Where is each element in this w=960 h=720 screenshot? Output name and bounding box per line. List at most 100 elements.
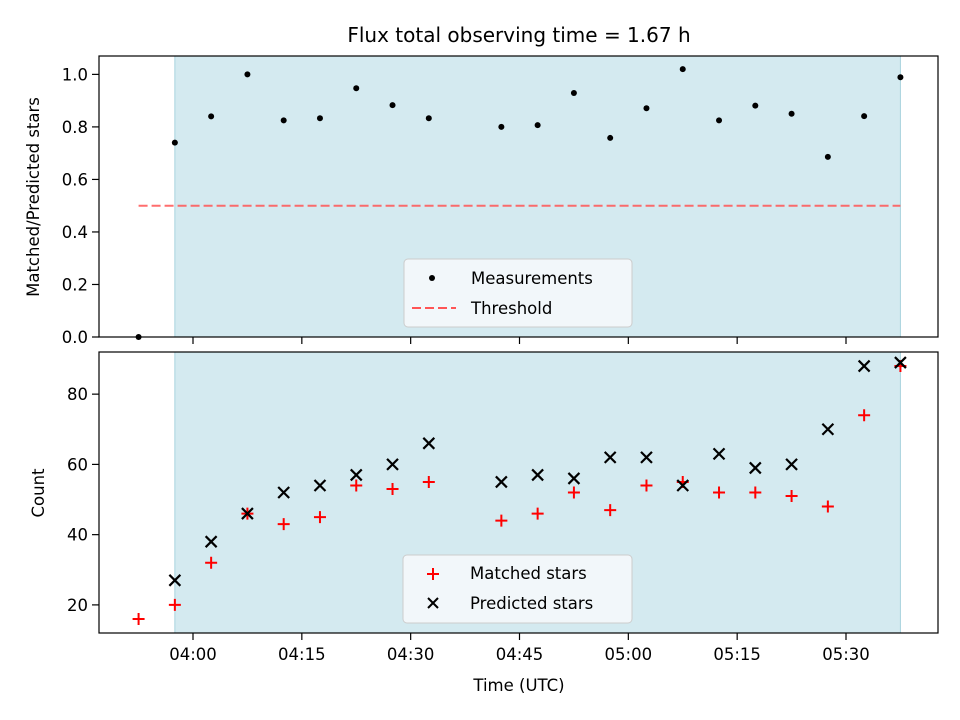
measurement-point — [752, 102, 759, 109]
matched-stars-point — [422, 475, 435, 488]
chart-title: Flux total observing time = 1.67 h — [347, 23, 690, 47]
legend-matched-marker — [427, 568, 439, 580]
predicted-stars-point — [567, 472, 581, 485]
top-y-tick-label: 0.4 — [62, 223, 88, 242]
x-tick-label: 05:30 — [822, 645, 870, 664]
predicted-stars-point — [386, 458, 399, 471]
matched-stars-point — [277, 518, 290, 531]
matched-stars-point — [749, 486, 762, 499]
predicted-stars-point — [785, 458, 798, 471]
matched-stars-point — [858, 409, 871, 422]
predicted-stars-point — [821, 422, 835, 436]
top-y-tick-label: 0.8 — [62, 118, 88, 137]
measurement-point — [171, 139, 178, 146]
predicted-stars-point — [495, 475, 508, 489]
measurement-point — [389, 102, 396, 109]
top-y-ticks: 0.0 0.2 0.4 0.6 0.8 1.0 — [62, 65, 99, 347]
top-y-tick-label: 0.2 — [62, 275, 88, 294]
top-panel: 0.0 0.2 0.4 0.6 0.8 1.0 Matched/Predicted sta… — [24, 55, 939, 347]
legend-threshold-label: Threshold — [470, 299, 552, 318]
measurement-point — [716, 117, 723, 124]
measurement-point — [861, 113, 868, 120]
bottom-y-tick-label: 80 — [67, 385, 88, 404]
x-axis-title: Time (UTC) — [472, 676, 564, 695]
x-tick-label: 04:00 — [169, 645, 217, 664]
matched-stars-point — [313, 511, 326, 524]
top-legend: Measurements Threshold — [403, 258, 633, 328]
measurement-point — [244, 71, 251, 78]
predicted-stars-point — [857, 359, 871, 373]
bottom-y-ticks: 20 40 60 80 — [67, 385, 99, 615]
predicted-stars-point — [640, 451, 653, 464]
top-y-tick-label: 0.0 — [62, 328, 88, 347]
predicted-stars-point — [241, 507, 254, 520]
measurement-point — [824, 153, 831, 160]
measurement-point — [570, 90, 577, 97]
matched-stars-point — [350, 479, 363, 492]
predicted-stars-point — [712, 447, 726, 461]
bottom-legend: Matched stars Predicted stars — [402, 554, 633, 624]
matched-stars-point — [604, 504, 617, 517]
legend-matched-label: Matched stars — [470, 564, 587, 583]
measurement-point — [425, 115, 432, 122]
measurement-point — [208, 113, 215, 120]
x-tick-label: 04:45 — [496, 645, 544, 664]
predicted-stars-point — [422, 437, 436, 450]
x-tick-label: 04:30 — [387, 645, 435, 664]
measurement-point — [498, 123, 505, 130]
measurement-point — [897, 74, 904, 81]
bottom-x-ticks: 04:00 04:15 04:30 04:45 05:00 05:15 05:30 — [169, 633, 870, 664]
matched-stars-point — [168, 598, 181, 611]
bottom-y-tick-label: 60 — [67, 455, 88, 474]
bottom-y-axis-title: Count — [29, 468, 48, 518]
measurement-point — [607, 134, 614, 141]
predicted-stars-point — [313, 479, 327, 492]
legend-predicted-marker — [427, 597, 439, 609]
matched-stars-point — [713, 486, 726, 499]
predicted-stars-point — [349, 468, 363, 482]
predicted-stars-point — [277, 486, 290, 499]
legend-predicted-label: Predicted stars — [470, 594, 593, 613]
top-y-tick-label: 0.6 — [62, 170, 88, 189]
matched-stars-point — [531, 507, 544, 520]
predicted-stars-point — [603, 451, 617, 464]
matched-stars-point — [495, 514, 508, 527]
matched-stars-point — [640, 479, 653, 492]
measurement-point — [534, 122, 541, 129]
measurement-point — [353, 85, 360, 92]
top-y-axis-title: Matched/Predicted stars — [24, 97, 43, 297]
top-x-ticks — [192, 337, 847, 344]
predicted-stars-point — [676, 479, 690, 492]
matched-stars-point — [205, 556, 218, 569]
x-tick-label: 05:15 — [713, 645, 761, 664]
predicted-stars-point — [204, 535, 218, 548]
matched-stars-point — [132, 612, 145, 625]
top-marks — [135, 66, 904, 340]
predicted-stars-point — [749, 461, 762, 475]
bottom-y-tick-label: 20 — [67, 596, 88, 615]
matched-stars-point — [567, 486, 580, 499]
measurement-point — [280, 117, 287, 124]
predicted-stars-point — [894, 356, 907, 369]
measurement-point — [679, 66, 686, 73]
matched-stars-point — [386, 482, 399, 495]
bottom-y-tick-label: 40 — [67, 526, 88, 545]
bottom-legend-box — [402, 554, 633, 624]
legend-measurements-marker — [429, 275, 435, 281]
legend-measurements-label: Measurements — [471, 269, 593, 288]
measurement-point — [643, 105, 650, 112]
predicted-stars-point — [168, 574, 182, 587]
measurement-point — [316, 115, 323, 122]
x-tick-label: 05:00 — [605, 645, 653, 664]
top-legend-box — [403, 258, 633, 328]
predicted-stars-point — [531, 468, 544, 482]
measurement-point — [788, 110, 795, 117]
x-tick-label: 04:15 — [278, 645, 326, 664]
bottom-axes-frame — [98, 351, 939, 634]
top-axes-frame — [98, 55, 939, 338]
bottom-marks — [132, 356, 907, 625]
matched-stars-point — [821, 500, 834, 513]
matched-stars-point — [785, 490, 798, 503]
